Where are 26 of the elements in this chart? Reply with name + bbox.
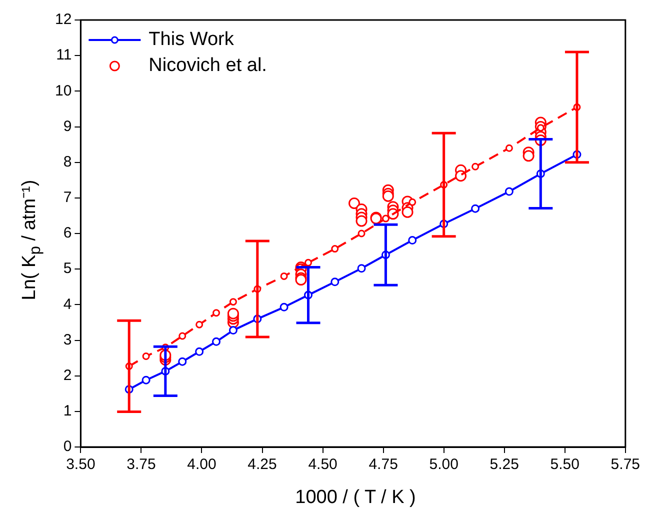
x-axis-title: 1000 / ( T / K )	[294, 487, 417, 509]
y-tick-label: 5	[63, 260, 72, 278]
x-tick-label: 3.50	[66, 456, 96, 474]
y-tick-label: 2	[63, 366, 72, 384]
legend-label: Nicovich et al.	[148, 55, 267, 76]
y-tick-label: 11	[56, 46, 72, 64]
x-tick-label: 4.75	[368, 456, 398, 474]
x-tick-label: 4.00	[187, 456, 216, 474]
x-tick-label: 3.75	[126, 456, 156, 474]
x-tick-label: 5.00	[429, 456, 458, 474]
y-tick-label: 0	[63, 438, 72, 456]
y-tick-label: 12	[54, 11, 72, 28]
x-tick-label: 4.50	[308, 456, 338, 474]
x-tick-label: 5.75	[610, 456, 640, 474]
y-tick-label: 10	[54, 82, 72, 100]
y-tick-label: 6	[63, 224, 72, 242]
y-tick-label: 3	[63, 331, 72, 348]
y-tick-label: 1	[63, 402, 72, 420]
y-tick-label: 7	[63, 189, 72, 206]
x-tick-label: 4.25	[248, 456, 277, 474]
x-tick-label: 5.50	[550, 456, 580, 474]
legend-label: This Work	[148, 29, 234, 50]
y-tick-label: 4	[63, 296, 72, 313]
y-tick-label: 8	[63, 153, 72, 170]
x-tick-label: 5.25	[490, 456, 519, 474]
y-tick-label: 9	[63, 118, 72, 135]
